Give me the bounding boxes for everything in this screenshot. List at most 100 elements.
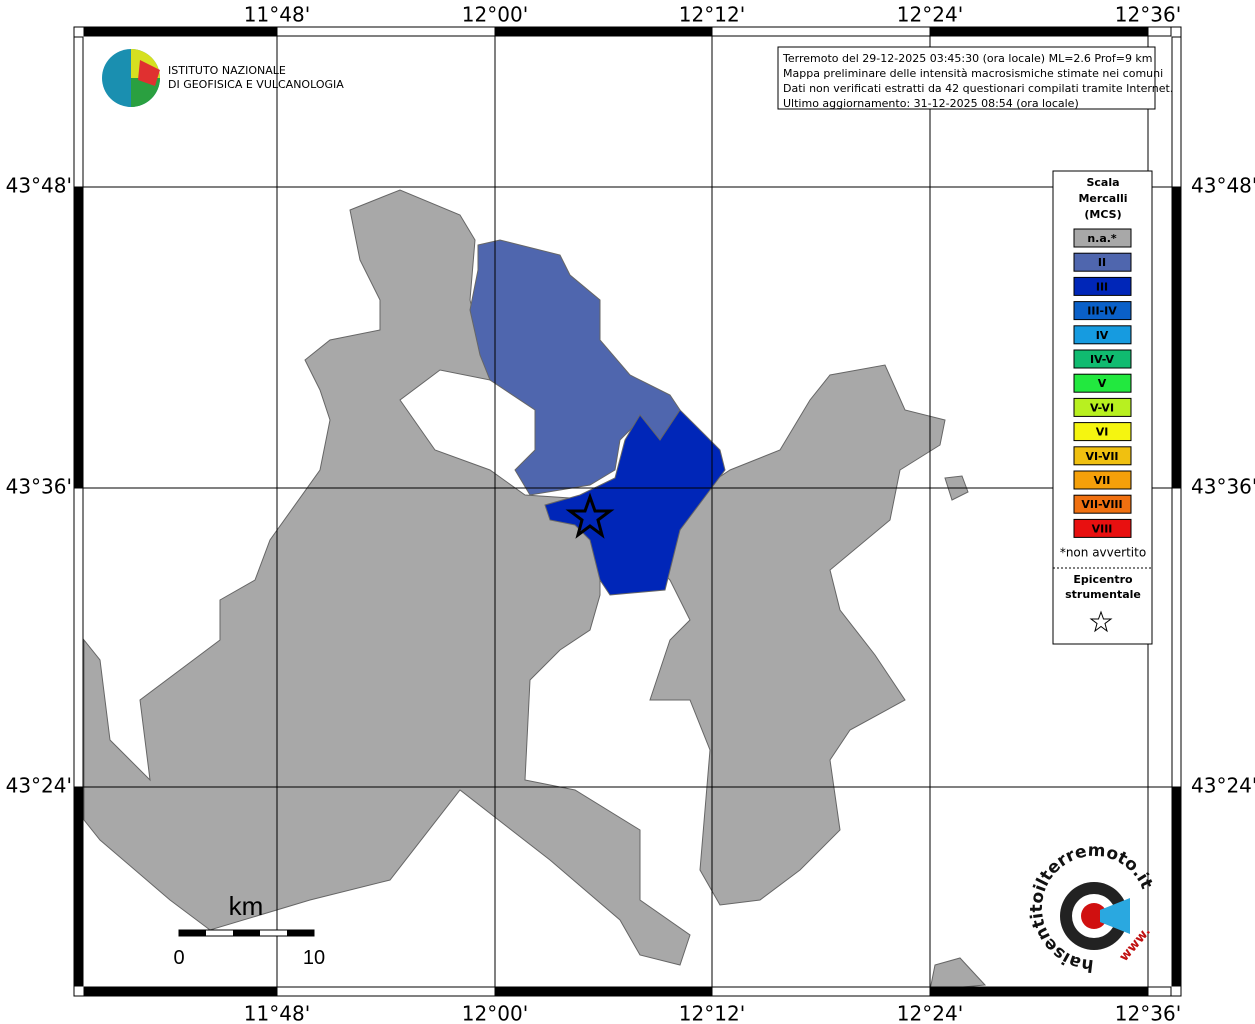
lon-label: 12°36' xyxy=(1115,1002,1181,1024)
border-bar xyxy=(83,26,278,37)
logo-segment xyxy=(138,60,160,86)
logo: ISTITUTO NAZIONALE DI GEOFISICA E VULCAN… xyxy=(102,49,344,107)
legend-label: II xyxy=(1098,256,1106,269)
lon-label: 12°24' xyxy=(897,3,963,27)
border-bar xyxy=(711,986,931,997)
legend-label: VII-VIII xyxy=(1081,498,1122,511)
legend-epicenter: strumentale xyxy=(1065,588,1141,601)
lon-label: 12°24' xyxy=(897,1002,963,1024)
border-bar xyxy=(1147,986,1172,997)
legend-label: IV xyxy=(1096,329,1109,342)
logo-segment xyxy=(131,78,160,107)
lat-label: 43°36' xyxy=(6,475,72,499)
border-bar xyxy=(73,36,84,188)
badge-horn xyxy=(1100,898,1130,934)
lon-label: 12°00' xyxy=(462,3,528,27)
legend-label: IV-V xyxy=(1090,353,1115,366)
lat-label: 43°48' xyxy=(1191,174,1255,198)
lat-label: 43°24' xyxy=(6,774,72,798)
legend-swatch xyxy=(1073,349,1132,369)
legend-epicenter: Epicentro xyxy=(1073,573,1133,586)
legend: ScalaMercalli(MCS)n.a.*IIIIIIII-IVIVIV-V… xyxy=(1053,176,1152,633)
lat-label: 43°36' xyxy=(1191,475,1255,499)
legend-note: *non avvertito xyxy=(1060,546,1146,560)
border-bar xyxy=(1171,36,1182,188)
legend-swatch xyxy=(1073,228,1132,248)
border-bar xyxy=(1171,487,1182,788)
scale-bar: km 0 10 xyxy=(173,891,325,969)
scale-bar-segment xyxy=(179,930,206,936)
legend-title: Scala xyxy=(1086,176,1119,189)
legend-label: n.a.* xyxy=(1087,232,1117,245)
lon-label: 12°12' xyxy=(679,1002,745,1024)
border-bar xyxy=(73,487,84,788)
border-bar xyxy=(1171,786,1182,987)
legend-swatch xyxy=(1073,325,1132,345)
border-bar xyxy=(494,986,713,997)
legend-swatch xyxy=(1073,470,1132,490)
border-bar xyxy=(1171,186,1182,489)
info-line: Mappa preliminare delle intensità macros… xyxy=(783,67,1163,80)
region-iii xyxy=(544,409,726,596)
logo-text: ISTITUTO NAZIONALE xyxy=(168,64,286,77)
info-line: Dati non verificati estratti da 42 quest… xyxy=(783,82,1173,95)
legend-label: III xyxy=(1096,280,1108,293)
lon-label: 11°48' xyxy=(244,1002,310,1024)
border-bar xyxy=(1147,26,1172,37)
legend-swatch xyxy=(1073,301,1132,321)
frame xyxy=(73,26,1182,997)
border-bar xyxy=(494,26,713,37)
legend-label: V-VI xyxy=(1090,401,1114,414)
border-bar xyxy=(276,26,496,37)
info-line: Terremoto del 29-12-2025 03:45:30 (ora l… xyxy=(782,52,1153,65)
scale-bar-segment xyxy=(233,930,260,936)
border-bar xyxy=(83,986,278,997)
legend-label: VI-VII xyxy=(1085,450,1118,463)
lon-label: 12°12' xyxy=(679,3,745,27)
legend-label: V xyxy=(1098,377,1107,390)
region-ii xyxy=(469,239,681,496)
legend-title: (MCS) xyxy=(1084,208,1121,221)
regions xyxy=(83,189,987,991)
legend-swatch xyxy=(1073,276,1132,296)
border-bar xyxy=(929,26,1149,37)
legend-label: VII xyxy=(1094,474,1111,487)
border-bar xyxy=(929,986,1149,997)
info-lines: Terremoto del 29-12-2025 03:45:30 (ora l… xyxy=(782,52,1173,110)
info-box xyxy=(777,46,1156,110)
legend-label: VIII xyxy=(1092,522,1113,535)
border-bar xyxy=(276,986,496,997)
logo-text: DI GEOFISICA E VULCANOLOGIA xyxy=(168,78,344,91)
scale-label: 10 xyxy=(303,947,325,969)
epicenter-star xyxy=(565,492,615,539)
border-bar xyxy=(711,26,931,37)
legend-star xyxy=(1089,610,1113,633)
info-line: Ultimo aggiornamento: 31-12-2025 08:54 (… xyxy=(783,97,1079,110)
scale-label: 0 xyxy=(173,947,184,969)
legend-swatch xyxy=(1073,373,1132,393)
lon-label: 11°48' xyxy=(244,3,310,27)
scale-unit: km xyxy=(229,891,264,921)
legend-swatch xyxy=(1073,446,1132,466)
legend-title: Mercalli xyxy=(1078,192,1127,205)
border-bar xyxy=(73,186,84,489)
region-na xyxy=(83,189,691,966)
region-na xyxy=(649,364,946,906)
scale-bar-segment xyxy=(287,930,314,936)
lat-label: 43°48' xyxy=(6,174,72,198)
legend-swatch xyxy=(1073,422,1132,442)
lon-label: 12°00' xyxy=(462,1002,528,1024)
lat-label: 43°24' xyxy=(1191,774,1255,798)
border-bar xyxy=(73,786,84,987)
legend-swatch xyxy=(1073,518,1132,538)
legend-swatch xyxy=(1073,397,1132,417)
legend-swatch xyxy=(1073,252,1132,272)
legend-swatch xyxy=(1073,494,1132,514)
legend-label: III-IV xyxy=(1087,305,1117,318)
region-na xyxy=(929,957,987,991)
legend-label: VI xyxy=(1096,426,1109,439)
badge-target xyxy=(1081,903,1107,929)
lon-label: 12°36' xyxy=(1115,3,1181,27)
grid: 11°48' 11°48' 12°00' 12°00' 12°12' 12°12' 12°2… xyxy=(6,3,1255,1024)
